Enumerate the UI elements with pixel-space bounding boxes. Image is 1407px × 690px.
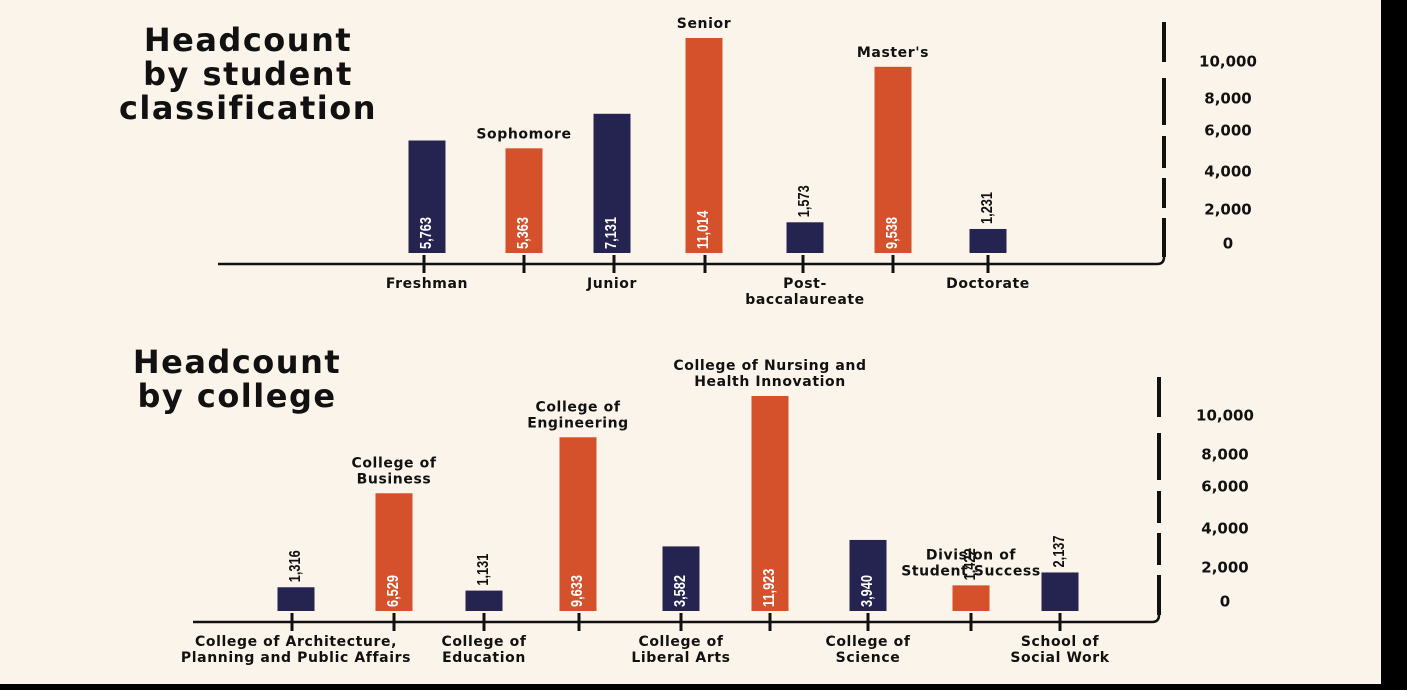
college-bar	[465, 590, 503, 611]
college-y-tick-label: 0	[1220, 593, 1230, 611]
classification-category-label: Post-	[783, 276, 827, 292]
college-category-label: College of	[441, 634, 526, 650]
college-category-label: College of Nursing and	[673, 358, 866, 374]
college-bar	[952, 585, 990, 611]
classification-y-tick-label: 8,000	[1204, 90, 1251, 108]
college-axis-corner	[1151, 614, 1161, 624]
college-bar-value-label: 1,131	[475, 554, 492, 586]
college-y-tick-label: 4,000	[1201, 520, 1248, 538]
college-category-label: School of	[1021, 634, 1100, 650]
classification-category-label: baccalaureate	[745, 292, 865, 308]
classification-bar	[874, 66, 912, 253]
college-category-label: Science	[836, 650, 901, 666]
college-category-label: Student Success	[901, 563, 1041, 579]
infographic-canvas: Headcount by student classification Head…	[0, 0, 1381, 684]
college-bar	[375, 493, 413, 611]
classification-category-label: Senior	[677, 16, 731, 32]
college-bar	[849, 539, 887, 611]
chart-title-classification: Headcount by student classification	[118, 21, 378, 127]
college-category-label: Social Work	[1010, 650, 1109, 666]
college-bar	[277, 587, 315, 611]
chart-title-college: Headcount by college	[132, 343, 342, 415]
college-y-tick-label: 8,000	[1201, 446, 1248, 464]
college-category-label: College of Architecture,	[195, 634, 397, 650]
college-bar-value-label: 3,582	[672, 575, 689, 607]
college-bar-value-label: 11,923	[761, 569, 778, 607]
college-category-label: Education	[442, 650, 526, 666]
classification-bar-value-label: 1,231	[979, 192, 996, 224]
classification-bar-value-label: 1,573	[796, 185, 813, 217]
classification-category-label: Junior	[586, 276, 637, 292]
classification-axis-corner	[1156, 256, 1166, 266]
college-y-tick-label: 6,000	[1201, 478, 1248, 496]
college-y-tick-label: 10,000	[1196, 407, 1254, 425]
college-bar-value-label: 1,316	[287, 550, 304, 582]
college-category-label: College of	[535, 399, 620, 415]
classification-y-tick-label: 6,000	[1204, 122, 1251, 140]
classification-category-label: Sophomore	[476, 126, 571, 142]
college-category-label: Liberal Arts	[631, 650, 730, 666]
classification-bar	[408, 140, 446, 253]
college-bar-value-label: 9,633	[569, 575, 586, 607]
college-bar-value-label: 2,137	[1051, 535, 1068, 567]
classification-bar	[593, 113, 631, 254]
college-category-label: College of	[638, 634, 723, 650]
college-category-label: College of	[351, 455, 436, 471]
college-bar	[751, 396, 789, 611]
classification-bar	[969, 228, 1007, 253]
classification-bar	[786, 222, 824, 253]
classification-bar-value-label: 11,014	[695, 211, 712, 249]
college-bar	[559, 437, 597, 611]
classification-bar-value-label: 9,538	[884, 217, 901, 249]
college-bar-value-label: 1,422	[962, 548, 979, 580]
college-category-label: Engineering	[527, 415, 629, 431]
classification-category-label: Master's	[857, 45, 929, 61]
classification-y-tick-label: 2,000	[1204, 201, 1251, 219]
college-category-label: Planning and Public Affairs	[181, 650, 411, 666]
classification-category-label: Doctorate	[946, 276, 1030, 292]
college-category-label: Business	[357, 471, 432, 487]
college-bar-value-label: 3,940	[859, 575, 876, 607]
bar-charts-svg: 0 2,000 4,000 6,000 8,000 10,000 5,763 Freshman…	[181, 16, 1257, 666]
college-y-tick-label: 2,000	[1201, 559, 1248, 577]
classification-bar-value-label: 5,763	[418, 217, 435, 249]
classification-y-tick-label: 0	[1223, 235, 1233, 253]
college-bar-value-label: 6,529	[385, 575, 402, 607]
college-category-label: College of	[825, 634, 910, 650]
college-category-label: Health Innovation	[694, 374, 846, 390]
college-bar	[662, 546, 700, 611]
classification-bar-value-label: 5,363	[515, 217, 532, 249]
college-category-label: Division of	[926, 547, 1017, 563]
classification-bar	[505, 148, 543, 253]
classification-bar	[685, 38, 723, 253]
classification-bar-value-label: 7,131	[603, 217, 620, 249]
classification-y-tick-label: 4,000	[1204, 163, 1251, 181]
classification-category-label: Freshman	[386, 276, 468, 292]
classification-y-tick-label: 10,000	[1199, 53, 1257, 71]
college-bar	[1041, 572, 1079, 611]
